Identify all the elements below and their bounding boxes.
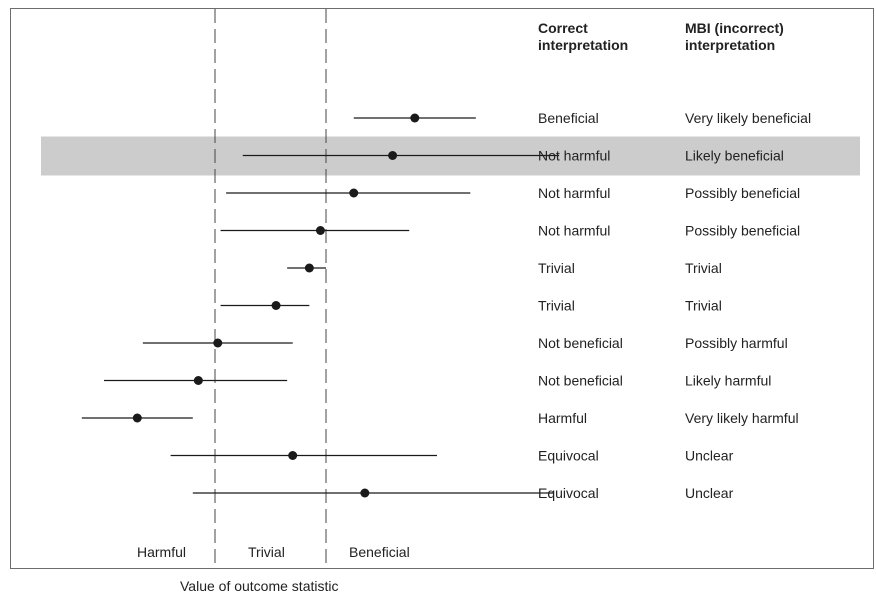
zone-label-trivial: Trivial bbox=[248, 544, 285, 560]
mbi-label-2: Likely beneficial bbox=[685, 148, 784, 164]
correct-label-5: Trivial bbox=[538, 260, 575, 276]
mbi-interpretation-header: MBI (incorrect) interpretation bbox=[685, 20, 784, 53]
mbi-label-5: Trivial bbox=[685, 260, 722, 276]
point-estimate-1 bbox=[410, 113, 420, 123]
correct-label-3: Not harmful bbox=[538, 185, 610, 201]
point-estimate-2 bbox=[388, 151, 398, 160]
correct-label-7: Not beneficial bbox=[538, 335, 623, 351]
plot-frame bbox=[10, 8, 874, 569]
point-estimate-8 bbox=[193, 376, 203, 385]
correct-label-10: Equivocal bbox=[538, 448, 599, 464]
mbi-label-8: Likely harmful bbox=[685, 373, 771, 389]
mbi-label-11: Unclear bbox=[685, 485, 734, 501]
correct-label-6: Trivial bbox=[538, 298, 575, 314]
point-estimate-3 bbox=[349, 188, 359, 198]
mbi-label-7: Possibly harmful bbox=[685, 335, 788, 351]
point-estimate-11 bbox=[360, 488, 370, 498]
mbi-label-3: Possibly beneficial bbox=[685, 185, 800, 201]
correct-label-11: Equivocal bbox=[538, 485, 599, 501]
correct-label-4: Not harmful bbox=[538, 223, 610, 239]
mbi-label-6: Trivial bbox=[685, 298, 722, 314]
zone-label-beneficial: Beneficial bbox=[349, 544, 410, 560]
x-axis-label: Value of outcome statistic bbox=[180, 578, 339, 594]
mbi-label-4: Possibly beneficial bbox=[685, 223, 800, 239]
point-estimate-9 bbox=[132, 413, 142, 423]
point-estimate-6 bbox=[271, 301, 281, 310]
correct-label-2: Not harmful bbox=[538, 148, 610, 164]
point-estimate-5 bbox=[304, 263, 314, 273]
correct-label-1: Beneficial bbox=[538, 110, 599, 126]
mbi-label-10: Unclear bbox=[685, 448, 734, 464]
zone-label-harmful: Harmful bbox=[137, 544, 187, 560]
point-estimate-7 bbox=[213, 338, 223, 348]
correct-interpretation-header: Correct interpretation bbox=[538, 20, 629, 53]
correct-label-9: Harmful bbox=[538, 410, 587, 426]
correct-label-8: Not beneficial bbox=[538, 373, 623, 389]
mbi-label-9: Very likely harmful bbox=[685, 410, 799, 426]
point-estimate-10 bbox=[288, 451, 298, 460]
mbi-label-1: Very likely beneficial bbox=[685, 110, 811, 126]
point-estimate-4 bbox=[315, 226, 325, 235]
